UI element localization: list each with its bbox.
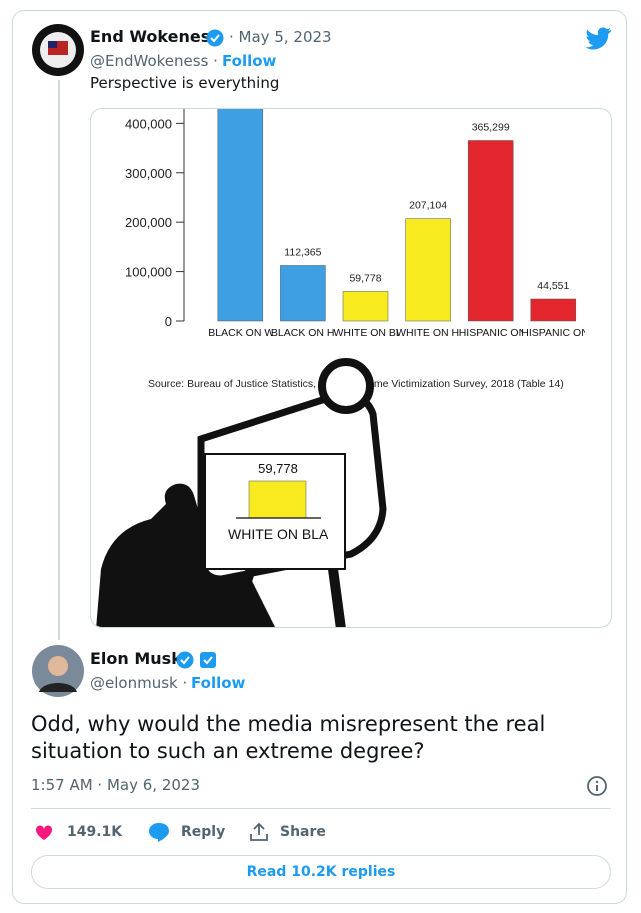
tweet-text: Perspective is everything: [90, 74, 280, 92]
author-handle[interactable]: @elonmusk ·: [90, 674, 188, 692]
data-label: 44,551: [537, 280, 569, 292]
x-tick-label: WHITE ON BLACK: [333, 327, 398, 339]
like-icon[interactable]: [34, 822, 54, 842]
data-label: 112,365: [284, 246, 321, 258]
y-tick-label: 100,000: [125, 265, 172, 280]
data-label: 59,778: [349, 272, 381, 284]
avatar[interactable]: [31, 23, 85, 77]
cartoon-value: 59,778: [258, 461, 298, 476]
y-tick-label: 0: [165, 314, 172, 329]
cartoon-bar: [248, 480, 307, 519]
twitter-logo[interactable]: [584, 27, 612, 51]
tweet-card: [12, 10, 627, 904]
share-button[interactable]: Share: [280, 824, 326, 840]
thread-line: [58, 80, 60, 640]
reply-text: Odd, why would the media misrepresent th…: [31, 712, 546, 763]
bar: [405, 218, 451, 322]
timestamp[interactable]: 1:57 AM · May 6, 2023: [31, 776, 200, 794]
read-replies-button[interactable]: Read 10.2K replies: [31, 855, 611, 889]
separator: [31, 808, 611, 809]
bar: [467, 140, 514, 322]
bar: [280, 265, 326, 322]
x-tick-label-box: HISPANIC ON BLACK: [521, 327, 585, 339]
bar: [342, 291, 389, 322]
share-icon[interactable]: [248, 821, 270, 843]
author-handle[interactable]: @EndWokeness ·: [90, 52, 218, 70]
data-label: 207,104: [409, 200, 447, 212]
x-tick-label: WHITE ON HISPANIC: [396, 327, 460, 339]
x-tick-label-box: HISPANIC ON WHITE: [458, 327, 523, 339]
x-tick-label-box: BLACK ON HISPANIC: [270, 327, 335, 339]
x-tick-label-box: WHITE ON BLACK: [333, 327, 398, 339]
x-tick-label: BLACK ON HISPANIC: [270, 327, 335, 339]
avatar[interactable]: [31, 644, 85, 698]
info-icon[interactable]: [586, 775, 608, 797]
cartoon-caption-box: WHITE ON BLACK: [228, 526, 328, 542]
reply-icon[interactable]: [148, 822, 170, 842]
follow-link[interactable]: Follow: [191, 674, 246, 692]
verified-badges: [176, 651, 216, 669]
follow-link[interactable]: Follow: [222, 52, 277, 70]
y-tick-label: 200,000: [125, 215, 172, 230]
data-label: 365,299: [472, 121, 510, 133]
cartoon-caption: WHITE ON BLACK: [228, 526, 328, 542]
x-tick-label: BLACK ON WHITE: [208, 327, 272, 339]
tweet-date[interactable]: · May 5, 2023: [229, 28, 332, 46]
like-count[interactable]: 149.1K: [67, 824, 123, 840]
x-tick-label: HISPANIC ON BLACK: [521, 327, 585, 339]
tv-knob: [318, 358, 374, 414]
author-name[interactable]: End Wokeness: [90, 27, 220, 46]
chart: 0 100,000 200,000 300,000 400,000 BLACK ON WH…: [96, 109, 585, 627]
tweet-image[interactable]: 0 100,000 200,000 300,000 400,000 BLACK ON WH…: [90, 108, 612, 628]
x-tick-label-box: BLACK ON WHITE: [208, 327, 272, 339]
bar: [217, 109, 264, 322]
bar: [530, 298, 577, 322]
x-tick-label-box: WHITE ON HISPANIC: [396, 327, 460, 339]
y-tick-label: 400,000: [125, 116, 172, 131]
cartoon: 59,778 WHITE ON BLACK: [96, 358, 387, 627]
reply-button[interactable]: Reply: [181, 824, 226, 840]
y-tick-label: 300,000: [125, 166, 172, 181]
man-silhouette: [96, 483, 275, 627]
x-tick-label: HISPANIC ON WHITE: [458, 327, 523, 339]
verified-badge: [206, 29, 224, 47]
author-name[interactable]: Elon Musk: [90, 649, 182, 668]
